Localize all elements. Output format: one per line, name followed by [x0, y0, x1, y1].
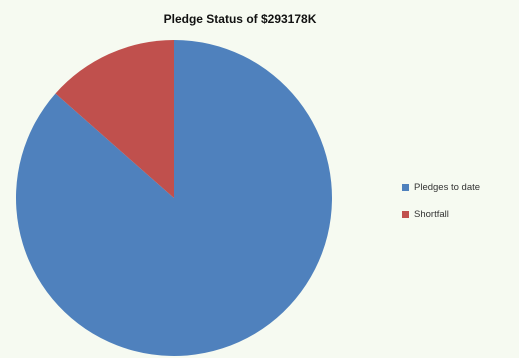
legend-item-shortfall: Shortfall	[402, 208, 480, 221]
chart-title: Pledge Status of $293178K	[163, 12, 317, 26]
legend-swatch-shortfall	[402, 211, 409, 218]
chart-legend: Pledges to date Shortfall	[402, 181, 480, 235]
pie-slice-shortfall	[55, 39, 175, 198]
pie-slices	[15, 39, 332, 357]
legend-label-pledges-to-date: Pledges to date	[414, 182, 481, 193]
legend-item-pledges-to-date: Pledges to date	[402, 181, 480, 194]
pie-slice-pledges-to-date	[15, 40, 332, 357]
legend-swatch-pledges-to-date	[402, 184, 409, 191]
legend-label-shortfall: Shortfall	[414, 209, 449, 220]
